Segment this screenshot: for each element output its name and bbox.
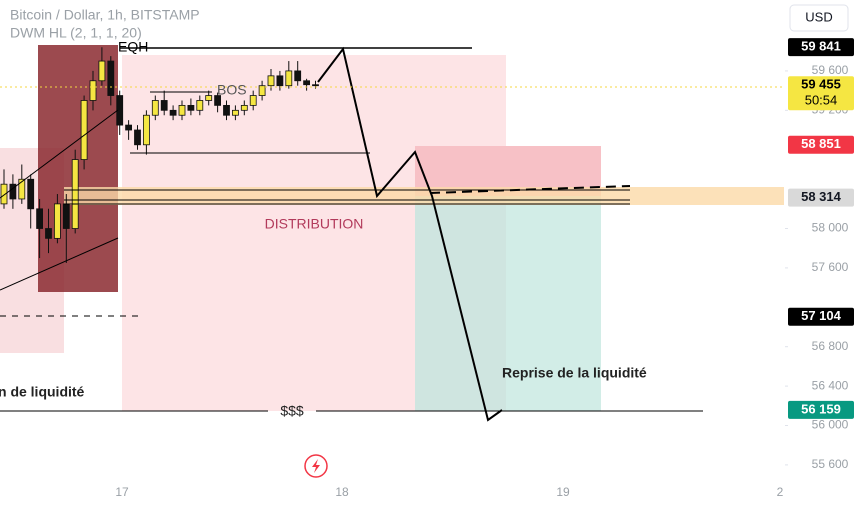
price-badge-label: 59 841 — [801, 39, 841, 54]
x-tick-label: 19 — [556, 485, 570, 499]
candle-body — [116, 95, 124, 126]
y-tick-label: 56 800 — [812, 339, 849, 353]
x-tick-label: 18 — [335, 485, 349, 499]
price-badge — [788, 188, 854, 207]
x-tick-label: 2 — [777, 485, 784, 499]
symbol-title: Bitcoin / Dollar, 1h, BITSTAMP — [10, 7, 200, 23]
candle-body — [36, 208, 43, 229]
candle-body — [178, 104, 186, 116]
candle-body — [205, 95, 213, 101]
annotation: DISTRIBUTION — [265, 216, 364, 232]
candle-body — [231, 109, 239, 116]
price-badge-label: 58 851 — [801, 136, 841, 151]
price-badge — [788, 38, 854, 57]
annotation: EQH — [118, 39, 148, 55]
currency-label[interactable]: USD — [805, 9, 832, 24]
candle-body — [62, 203, 70, 229]
dashed-line — [429, 185, 631, 194]
candle-body — [27, 178, 35, 210]
candle-body — [107, 60, 115, 96]
target-zone — [506, 196, 601, 411]
annotation: Reprise de la liquidité — [502, 365, 647, 381]
y-tick-label: 59 600 — [812, 63, 849, 77]
y-tick-label: 55 600 — [812, 457, 849, 471]
y-tick-label: 57 600 — [812, 260, 849, 274]
candle-body — [54, 203, 61, 239]
y-tick-label: 58 000 — [812, 221, 849, 235]
candle-body — [312, 84, 319, 87]
price-badge — [788, 400, 854, 419]
candle-body — [89, 80, 97, 101]
indicator-label: DWM HL (2, 1, 1, 20) — [10, 25, 142, 41]
candle-body — [267, 75, 275, 87]
price-badge — [788, 76, 854, 111]
candle-body — [80, 100, 88, 160]
price-badge-label: 56 159 — [801, 401, 841, 416]
candle-body — [45, 228, 52, 239]
annotation: n de liquidité — [0, 384, 85, 400]
candle-body — [285, 70, 293, 87]
annotation: BOS — [217, 82, 247, 98]
candle-body — [223, 104, 230, 116]
candle-body — [151, 100, 159, 116]
candle-body — [214, 95, 222, 106]
candle-body — [71, 159, 79, 229]
candle-body — [125, 124, 132, 131]
candle-body — [249, 95, 257, 106]
flash-icon[interactable] — [312, 459, 320, 473]
trend-line — [0, 237, 119, 291]
candle-body — [258, 85, 266, 96]
candle-body — [18, 178, 26, 200]
price-badge-label: 57 104 — [801, 308, 842, 323]
y-tick-label: 56 000 — [812, 418, 849, 432]
candle-body — [276, 75, 284, 87]
countdown: 50:54 — [805, 93, 838, 108]
candle-body — [196, 100, 204, 111]
candle-body — [134, 129, 141, 146]
target-zone — [415, 196, 506, 411]
candle-body — [0, 183, 8, 205]
candle-body — [9, 183, 17, 200]
currency-button[interactable] — [789, 4, 849, 32]
price-badge-label: 59 455 — [801, 77, 841, 92]
candle-body — [98, 60, 106, 82]
candle-body — [187, 104, 195, 111]
price-badge-label: 58 314 — [801, 189, 842, 204]
trend-line — [0, 109, 119, 199]
projection-path — [317, 46, 503, 422]
annotation: $$$ — [280, 403, 304, 419]
price-badge — [788, 307, 854, 326]
price-badge — [788, 135, 854, 154]
candle-body — [160, 100, 168, 111]
candle-body — [294, 70, 302, 82]
candle-body — [240, 104, 248, 111]
candle-body — [169, 109, 177, 116]
candles — [0, 47, 319, 263]
candle-body — [303, 80, 311, 86]
candle-body — [142, 114, 150, 146]
x-tick-label: 17 — [115, 485, 129, 499]
y-tick-label: 56 400 — [812, 378, 849, 392]
drawings — [0, 46, 703, 422]
